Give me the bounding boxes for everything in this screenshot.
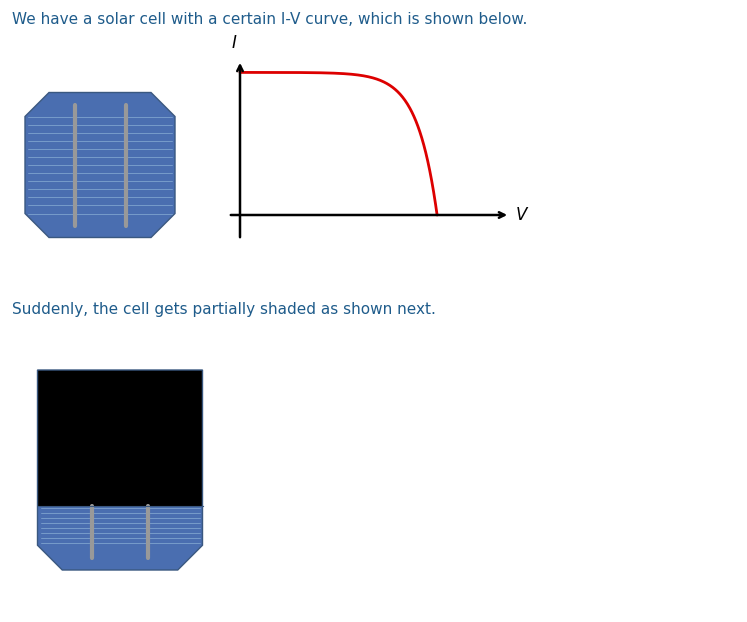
Polygon shape — [25, 93, 175, 238]
Text: I: I — [232, 34, 237, 52]
Text: Suddenly, the cell gets partially shaded as shown next.: Suddenly, the cell gets partially shaded… — [12, 302, 436, 317]
Text: V: V — [516, 206, 527, 224]
Text: We have a solar cell with a certain I-V curve, which is shown below.: We have a solar cell with a certain I-V … — [12, 12, 527, 27]
Polygon shape — [37, 370, 202, 506]
Polygon shape — [37, 506, 202, 570]
